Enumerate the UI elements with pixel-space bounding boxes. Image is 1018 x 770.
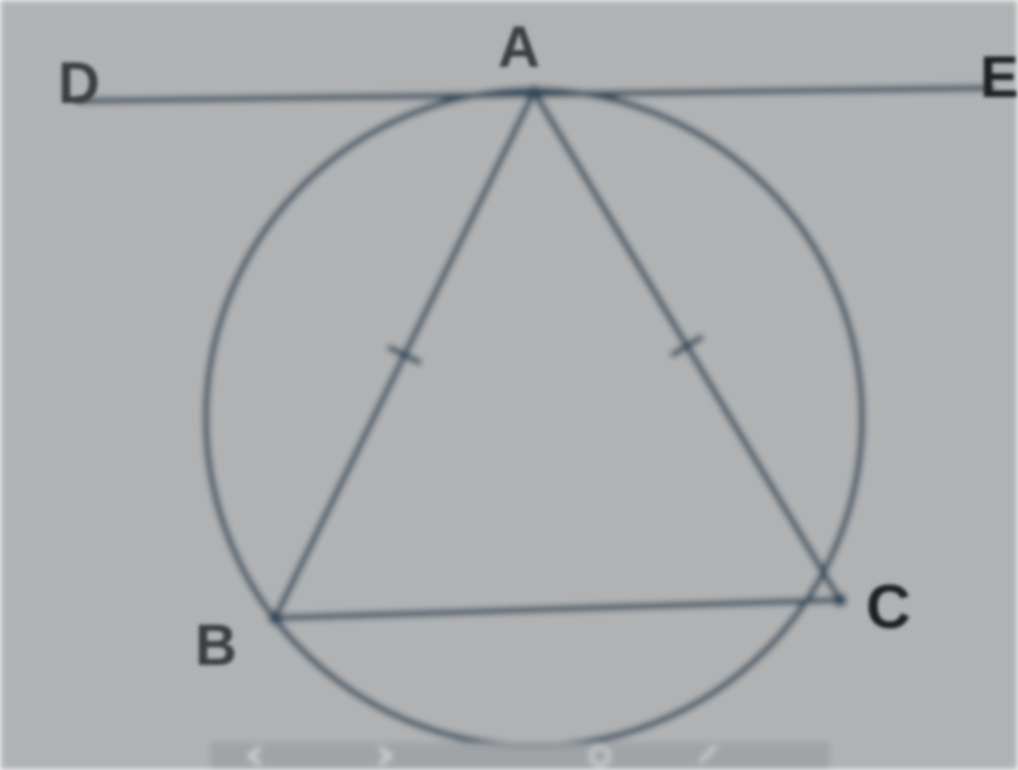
diagram-svg (0, 0, 1018, 770)
geometry-figure: A D E B C (0, 0, 1018, 770)
point-label-a: A (498, 14, 540, 81)
point-label-d: D (58, 50, 100, 117)
point-label-c: C (866, 572, 911, 643)
point-label-e: E (980, 44, 1018, 111)
point-label-b: B (195, 612, 237, 679)
